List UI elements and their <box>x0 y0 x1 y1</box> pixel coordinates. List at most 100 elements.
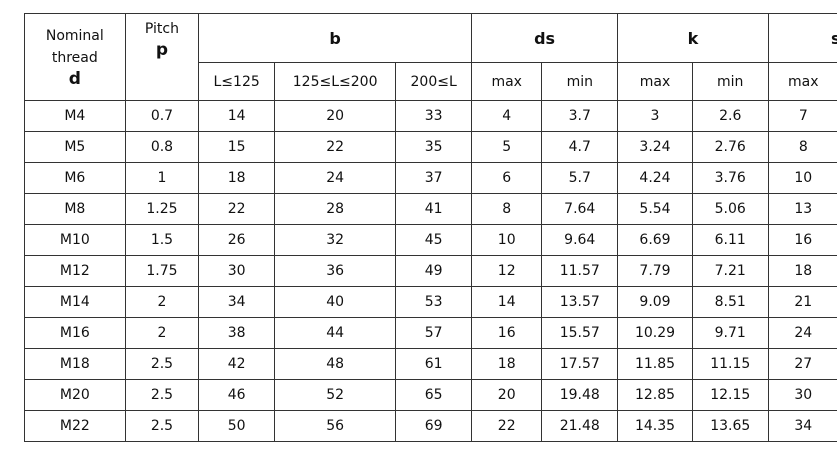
header-symbol: d <box>68 69 81 89</box>
table-cell: 1 <box>124 162 200 194</box>
table-cell: M5 <box>24 131 126 163</box>
group-header: ds <box>471 13 619 63</box>
table-cell: 37 <box>395 162 473 194</box>
table-cell: 2.76 <box>691 131 769 163</box>
table-cell: 14.35 <box>617 410 693 442</box>
table-cell: 2.5 <box>124 410 200 442</box>
table-cell: 19.48 <box>541 379 619 411</box>
table-cell: 42 <box>198 348 276 380</box>
table-cell: 21.48 <box>541 410 619 442</box>
table-cell: 5.7 <box>541 162 619 194</box>
table-cell: 4.7 <box>541 131 619 163</box>
table-cell: 22 <box>198 193 276 225</box>
table-cell: 16 <box>471 317 543 349</box>
spec-table: Nominal thread d Pitch p b ds k s L≤125125≤… <box>24 13 837 442</box>
table-cell: 56 <box>274 410 397 442</box>
header-cell: Pitch p <box>124 13 200 101</box>
header-cell: Nominal thread d <box>24 13 126 101</box>
table-cell: 35 <box>395 131 473 163</box>
table-cell: 8 <box>471 193 543 225</box>
table-cell: 21 <box>767 286 837 318</box>
table-cell: 48 <box>274 348 397 380</box>
table-cell: 10.29 <box>617 317 693 349</box>
group-header: s <box>767 13 837 63</box>
table-cell: M16 <box>24 317 126 349</box>
table-cell: 11.15 <box>691 348 769 380</box>
table-cell: 20 <box>274 100 397 132</box>
table-cell: 24 <box>274 162 397 194</box>
header-symbol: p <box>155 40 169 60</box>
table-cell: 57 <box>395 317 473 349</box>
table-cell: 13.57 <box>541 286 619 318</box>
table-cell: 50 <box>198 410 276 442</box>
table-cell: 1.5 <box>124 224 200 256</box>
table-cell: 65 <box>395 379 473 411</box>
table-cell: 5.06 <box>691 193 769 225</box>
table-cell: 69 <box>395 410 473 442</box>
table-cell: 20 <box>471 379 543 411</box>
table-cell: M12 <box>24 255 126 287</box>
table-cell: 40 <box>274 286 397 318</box>
table-cell: 14 <box>471 286 543 318</box>
table-cell: 9.71 <box>691 317 769 349</box>
table-cell: 13.65 <box>691 410 769 442</box>
table-cell: 7.79 <box>617 255 693 287</box>
table-cell: 15 <box>198 131 276 163</box>
table-cell: 7 <box>767 100 837 132</box>
table-cell: 2 <box>124 317 200 349</box>
table-cell: 12.85 <box>617 379 693 411</box>
table-cell: 46 <box>198 379 276 411</box>
table-cell: 61 <box>395 348 473 380</box>
table-cell: 5.54 <box>617 193 693 225</box>
table-cell: 30 <box>198 255 276 287</box>
group-header: b <box>198 13 473 63</box>
table-cell: 4 <box>471 100 543 132</box>
table-cell: 30 <box>767 379 837 411</box>
table-cell: 53 <box>395 286 473 318</box>
table-cell: 3.76 <box>691 162 769 194</box>
table-cell: 33 <box>395 100 473 132</box>
table-cell: 4.24 <box>617 162 693 194</box>
table-cell: 8 <box>767 131 837 163</box>
table-cell: 28 <box>274 193 397 225</box>
table-cell: 3 <box>617 100 693 132</box>
table-cell: M14 <box>24 286 126 318</box>
table-cell: 24 <box>767 317 837 349</box>
table-cell: 0.7 <box>124 100 200 132</box>
table-cell: 1.75 <box>124 255 200 287</box>
table-cell: 12.15 <box>691 379 769 411</box>
table-cell: 26 <box>198 224 276 256</box>
subheader-cell: max <box>617 62 693 101</box>
table-cell: 44 <box>274 317 397 349</box>
subheader-cell: L≤125 <box>198 62 276 101</box>
table-cell: 6.11 <box>691 224 769 256</box>
table-cell: 49 <box>395 255 473 287</box>
table-cell: 32 <box>274 224 397 256</box>
table-cell: 34 <box>198 286 276 318</box>
table-cell: 2 <box>124 286 200 318</box>
table-cell: 18 <box>471 348 543 380</box>
table-cell: 38 <box>198 317 276 349</box>
table-cell: 2.6 <box>691 100 769 132</box>
table-cell: 2.5 <box>124 348 200 380</box>
table-cell: 14 <box>198 100 276 132</box>
table-cell: 1.25 <box>124 193 200 225</box>
table-cell: 5 <box>471 131 543 163</box>
table-cell: 52 <box>274 379 397 411</box>
table-cell: 10 <box>471 224 543 256</box>
table-cell: 6 <box>471 162 543 194</box>
table-cell: 17.57 <box>541 348 619 380</box>
subheader-cell: max <box>471 62 543 101</box>
table-cell: 15.57 <box>541 317 619 349</box>
table-cell: 8.51 <box>691 286 769 318</box>
